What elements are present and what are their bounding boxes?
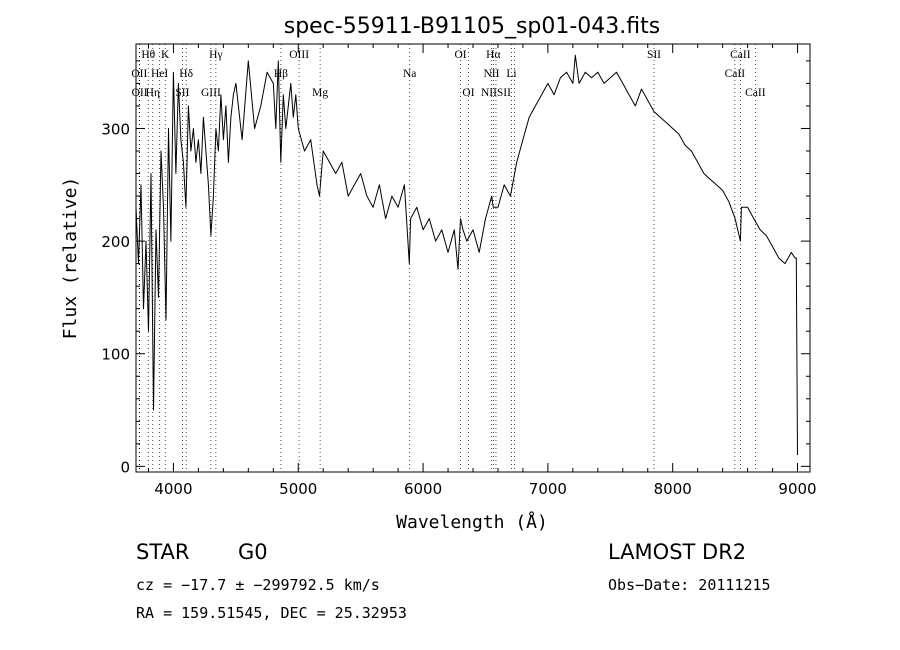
- spectral-line-label: OIII: [289, 49, 309, 61]
- spectral-line-label: OII: [131, 68, 147, 80]
- plot-frame: [135, 43, 811, 473]
- y-tick-label: 200: [101, 233, 130, 251]
- spectral-line-label: NIISII: [481, 87, 511, 99]
- obs-date: Obs−Date: 20111215: [608, 576, 771, 594]
- spectral-line-label: Hα: [486, 49, 500, 61]
- spectral-line-label: Mg: [312, 87, 328, 99]
- object-class: STAR: [136, 540, 190, 564]
- y-tick-label: 0: [120, 458, 130, 476]
- x-axis-label: Wavelength (Å): [396, 511, 548, 533]
- chart-title: spec-55911-B91105_sp01-043.fits: [284, 14, 661, 39]
- spectral-line-label: Hθ: [141, 49, 155, 61]
- axis-ticks: 4000 5000 6000 7000 8000 9000 0 100 200 300: [101, 44, 817, 498]
- redshift-readout: cz = −17.7 ± −299792.5 km/s: [136, 576, 380, 594]
- spectral-line-label: Na: [403, 68, 416, 80]
- spectral-line-label: Li: [506, 68, 516, 80]
- series-layer: [135, 54, 798, 456]
- spectral-line-label: HeI: [151, 68, 168, 80]
- spectral-line-label: Hγ: [209, 49, 222, 61]
- x-tick-label: 6000: [404, 480, 442, 498]
- spectral-line-label: GIII: [201, 87, 221, 99]
- spectral-line-label: Hβ: [274, 68, 288, 80]
- spectral-line-label: CaII: [730, 49, 751, 61]
- spectral-line-label: Hδ: [179, 68, 193, 80]
- x-tick-label: 7000: [529, 480, 567, 498]
- spectrum-line: [135, 54, 798, 456]
- spectral-line-label: OII: [132, 87, 148, 99]
- spectral-line-label: K: [161, 49, 170, 61]
- coordinates: RA = 159.51545, DEC = 25.32953: [136, 604, 407, 622]
- y-axis-label: Flux (relative): [60, 177, 81, 340]
- spectral-line-label: OI: [462, 87, 474, 99]
- survey-name: LAMOST DR2: [608, 540, 747, 564]
- spectral-line-label: SII: [647, 49, 661, 61]
- object-subclass: G0: [238, 540, 268, 564]
- spectral-line-label: CaII: [725, 68, 746, 80]
- spectral-line-label: NII: [483, 68, 499, 80]
- x-tick-label: 8000: [654, 480, 692, 498]
- y-tick-label: 300: [101, 120, 130, 138]
- x-tick-label: 5000: [279, 480, 317, 498]
- spectral-line-label: Hη: [146, 87, 160, 99]
- spectral-line-label: CaII: [745, 87, 766, 99]
- y-tick-label: 100: [101, 346, 130, 364]
- spectral-line-label: OI: [454, 49, 466, 61]
- x-tick-label: 4000: [154, 480, 192, 498]
- x-tick-label: 9000: [778, 480, 816, 498]
